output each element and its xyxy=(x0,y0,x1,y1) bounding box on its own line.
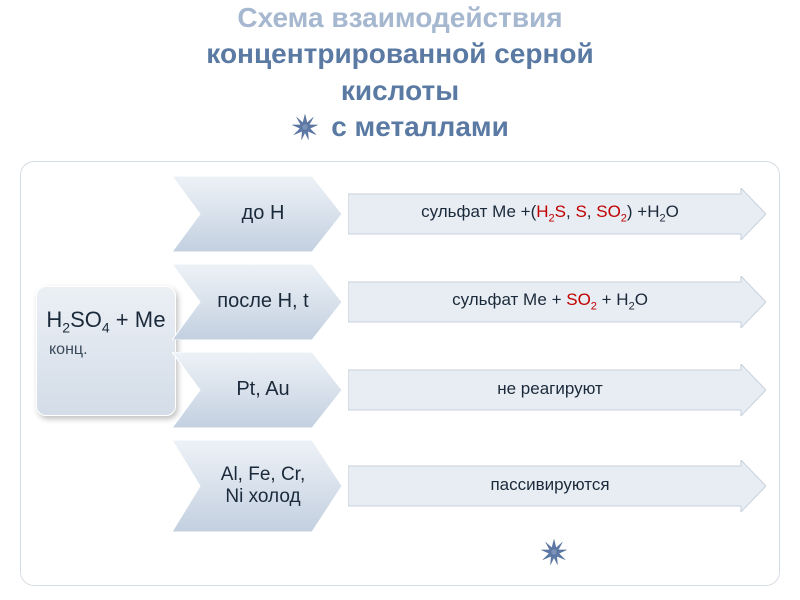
chevron-2-label: после H, t xyxy=(217,290,308,313)
chevron-1: до H xyxy=(172,176,342,252)
result-4-text: пассивируются xyxy=(490,475,609,495)
row-4: Al, Fe, Cr,Ni холод пассивируются xyxy=(172,440,766,532)
root-formula: H2SO4 + Ме xyxy=(45,307,167,335)
root-conc: конц. xyxy=(45,341,167,359)
row-2: после H, t сульфат Ме + SO2 + H2O xyxy=(172,264,766,340)
row-3: Pt, Au не реагируют xyxy=(172,352,766,428)
result-4: пассивируются xyxy=(348,460,766,512)
result-3-text: не реагируют xyxy=(497,379,603,399)
root-box: H2SO4 + Ме конц. xyxy=(36,286,176,416)
result-1: сульфат Ме +(H2S, S, SO2) +H2O xyxy=(348,188,766,240)
title-line-3: кислоты xyxy=(0,73,800,109)
chevron-3-label: Pt, Au xyxy=(236,378,289,401)
rows-container: до H сульфат Ме +(H2S, S, SO2) +H2O посл… xyxy=(172,176,766,544)
chevron-1-label: до H xyxy=(242,202,285,225)
result-3: не реагируют xyxy=(348,364,766,416)
diagram-title: Схема взаимодействия концентрированной с… xyxy=(0,0,800,146)
result-1-text: сульфат Ме +(H2S, S, SO2) +H2O xyxy=(421,202,679,226)
chevron-2: после H, t xyxy=(172,264,342,340)
chevron-3: Pt, Au xyxy=(172,352,342,428)
title-line-4: с металлами xyxy=(291,109,509,145)
chevron-4: Al, Fe, Cr,Ni холод xyxy=(172,440,342,532)
result-2-text: сульфат Ме + SO2 + H2O xyxy=(452,290,648,314)
title-line-2: концентрированной серной xyxy=(0,36,800,72)
result-2: сульфат Ме + SO2 + H2O xyxy=(348,276,766,328)
title-line-1: Схема взаимодействия xyxy=(0,0,800,36)
star-icon-bottom xyxy=(540,538,568,566)
row-1: до H сульфат Ме +(H2S, S, SO2) +H2O xyxy=(172,176,766,252)
diagram-area: H2SO4 + Ме конц. до H сульфат Ме +(H2S, … xyxy=(20,166,780,586)
chevron-4-label: Al, Fe, Cr,Ni холод xyxy=(221,464,305,508)
